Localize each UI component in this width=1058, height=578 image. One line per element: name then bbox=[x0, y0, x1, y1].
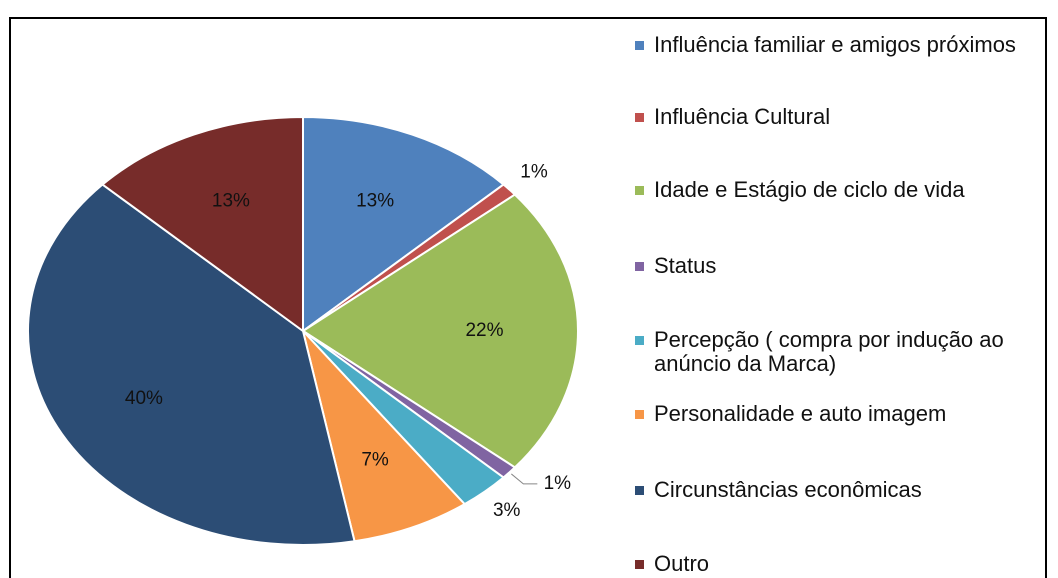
data-label: 7% bbox=[361, 450, 389, 471]
legend-label: Circunstâncias econômicas bbox=[654, 477, 922, 502]
legend-swatch bbox=[635, 486, 644, 495]
pie-slice bbox=[301, 327, 467, 543]
legend-label: Personalidade e auto imagem bbox=[654, 401, 947, 426]
legend-swatch bbox=[635, 41, 644, 50]
pie-slice bbox=[100, 115, 304, 333]
pie-slice bbox=[302, 115, 506, 333]
pie-slice bbox=[27, 183, 356, 546]
legend-label: Influência familiar e amigos próximos bbox=[654, 32, 1016, 57]
legend-swatch bbox=[635, 410, 644, 419]
data-label: 40% bbox=[125, 388, 163, 409]
frame bbox=[9, 17, 1047, 578]
data-label: 13% bbox=[356, 190, 394, 211]
legend-entry: Influência Cultural bbox=[635, 104, 1046, 129]
legend-label: Influência Cultural bbox=[654, 104, 831, 129]
legend-entry: Status bbox=[635, 253, 1046, 278]
legend-swatch bbox=[635, 560, 644, 569]
legend-entry: Personalidade e auto imagem bbox=[635, 401, 1046, 426]
legend-entry: Influência familiar e amigos próximos bbox=[635, 32, 1046, 57]
legend-swatch bbox=[635, 113, 644, 122]
legend-entry: Idade e Estágio de ciclo de vida bbox=[635, 177, 1046, 202]
legend-swatch bbox=[635, 336, 644, 345]
leader-line bbox=[511, 473, 538, 485]
legend-swatch bbox=[635, 262, 644, 271]
legend-label: Outro bbox=[654, 551, 710, 576]
legend-swatch bbox=[635, 186, 644, 195]
legend-entry: Outro bbox=[635, 551, 1046, 576]
data-label: 1% bbox=[544, 473, 572, 494]
legend-entry: Percepção ( compra por indução ao anúnci… bbox=[635, 327, 1046, 376]
legend-label: Idade e Estágio de ciclo de vida bbox=[654, 177, 965, 202]
data-label: 1% bbox=[520, 162, 548, 183]
legend-label: Percepção ( compra por indução ao anúnci… bbox=[654, 327, 1004, 376]
data-label: 13% bbox=[212, 190, 250, 211]
legend-entry: Circunstâncias econômicas bbox=[635, 477, 1046, 502]
legend-label: Status bbox=[654, 253, 717, 278]
data-label: 3% bbox=[493, 500, 521, 521]
pie-slice bbox=[301, 193, 579, 469]
data-label: 22% bbox=[465, 320, 503, 341]
